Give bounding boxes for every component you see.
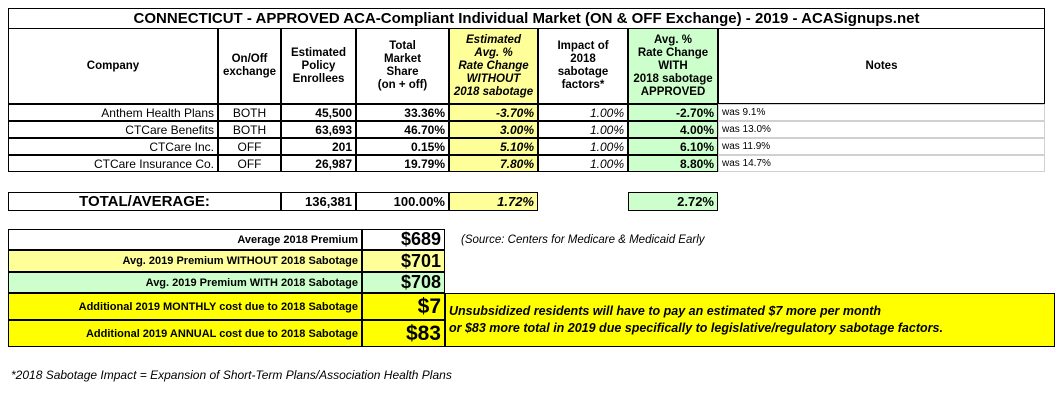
premium-value: $708 — [362, 272, 445, 293]
premium-label: Additional 2019 MONTHLY cost due to 2018… — [8, 293, 362, 320]
table-cell: 6.10% — [628, 138, 718, 155]
premium-value: $701 — [362, 250, 445, 272]
column-header: Notes — [718, 28, 1045, 104]
premium-label: Avg. 2019 Premium WITH 2018 Sabotage — [8, 272, 362, 293]
table-cell: 1.00% — [538, 121, 628, 138]
table-cell: CTCare Insurance Co. — [8, 155, 218, 172]
header-line: Impact of — [557, 40, 609, 52]
header-line: (on + off) — [377, 79, 428, 91]
header-line: Rate Change — [637, 46, 709, 59]
table-cell: 45,500 — [281, 104, 356, 121]
table-cell: was 14.7% — [718, 155, 1045, 172]
header-line: WITHOUT — [466, 72, 521, 85]
header-line: 2018 sabotage — [633, 72, 713, 85]
header-line: Market — [383, 53, 422, 65]
header-line: Policy — [301, 59, 336, 72]
premium-value: $7 — [362, 293, 445, 320]
table-cell: 3.00% — [449, 121, 538, 138]
table-cell: 33.36% — [356, 104, 449, 121]
header-line: exchange — [222, 66, 277, 78]
premium-value: $83 — [362, 320, 445, 347]
table-cell: OFF — [218, 138, 281, 155]
total-label: TOTAL/AVERAGE: — [8, 192, 281, 211]
source-note: (Source: Centers for Medicare & Medicaid… — [461, 233, 705, 246]
footnote: *2018 Sabotage Impact = Expansion of Sho… — [11, 368, 452, 382]
column-header: Estimated Avg. % Rate Change WITHOUT 2018 sa… — [449, 28, 538, 104]
table-cell: BOTH — [218, 104, 281, 121]
column-header: Estimated Policy Enrollees — [281, 28, 356, 104]
table-cell: was 11.9% — [718, 138, 1045, 155]
header-line: Estimated — [466, 33, 521, 46]
table-cell: 0.15% — [356, 138, 449, 155]
column-header: Avg. % Rate Change WITH 2018 sabotage APPROV… — [628, 28, 718, 104]
header-line: sabotage — [557, 66, 609, 78]
table-cell: CTCare Inc. — [8, 138, 218, 155]
table-cell: 201 — [281, 138, 356, 155]
premium-label: Average 2018 Premium — [8, 229, 362, 250]
header-line: APPROVED — [640, 85, 706, 98]
table-cell: 1.00% — [538, 155, 628, 172]
header-line: On/Off — [231, 53, 268, 65]
table-cell: 1.00% — [538, 138, 628, 155]
total-share: 100.00% — [356, 192, 449, 211]
table-cell: 19.79% — [356, 155, 449, 172]
header-line: Estimated — [291, 46, 346, 59]
sabotage-note: Unsubsidized residents will have to pay … — [445, 293, 1055, 347]
header-line: Company — [86, 59, 140, 72]
header-line: Enrollees — [292, 72, 345, 85]
table-cell: -2.70% — [628, 104, 718, 121]
table-cell: 1.00% — [538, 104, 628, 121]
table-cell: 26,987 — [281, 155, 356, 172]
header-line: Share — [386, 66, 419, 78]
header-line: Total — [389, 40, 416, 52]
total-with: 2.72% — [628, 192, 718, 211]
table-cell: Anthem Health Plans — [8, 104, 218, 121]
column-header: Total Market Share (on + off) — [356, 28, 449, 104]
table-cell: BOTH — [218, 121, 281, 138]
table-cell: 4.00% — [628, 121, 718, 138]
premium-label: Additional 2019 ANNUAL cost due to 2018 … — [8, 320, 362, 347]
table-cell: OFF — [218, 155, 281, 172]
header-line: WITH — [658, 59, 688, 72]
header-line: factors* — [561, 79, 605, 91]
table-cell: 5.10% — [449, 138, 538, 155]
header-line: Notes — [865, 59, 898, 72]
header-line: 2018 sabotage — [453, 85, 534, 98]
note-line: or $83 more total in 2019 due specifical… — [449, 321, 943, 335]
table-cell: was 13.0% — [718, 121, 1045, 138]
table-cell: was 9.1% — [718, 104, 1045, 121]
column-header: Company — [8, 28, 218, 104]
header-line: Avg. % — [474, 46, 513, 59]
column-header: On/Off exchange — [218, 28, 281, 104]
total-enrollees: 136,381 — [281, 192, 356, 211]
header-line: 2018 — [570, 53, 596, 65]
table-cell: -3.70% — [449, 104, 538, 121]
premium-value: $689 — [362, 229, 445, 250]
table-cell: 7.80% — [449, 155, 538, 172]
table-cell: 63,693 — [281, 121, 356, 138]
column-header: Impact of 2018 sabotage factors* — [538, 28, 628, 104]
header-line: Avg. % — [654, 33, 692, 46]
table-cell: 46.70% — [356, 121, 449, 138]
total-without: 1.72% — [449, 192, 538, 211]
premium-label: Avg. 2019 Premium WITHOUT 2018 Sabotage — [8, 250, 362, 272]
title: CONNECTICUT - APPROVED ACA-Compliant Ind… — [8, 8, 1045, 29]
note-line: Unsubsidized residents will have to pay … — [449, 304, 882, 318]
table-cell: CTCare Benefits — [8, 121, 218, 138]
header-line: Rate Change — [458, 59, 529, 72]
table-cell: 8.80% — [628, 155, 718, 172]
